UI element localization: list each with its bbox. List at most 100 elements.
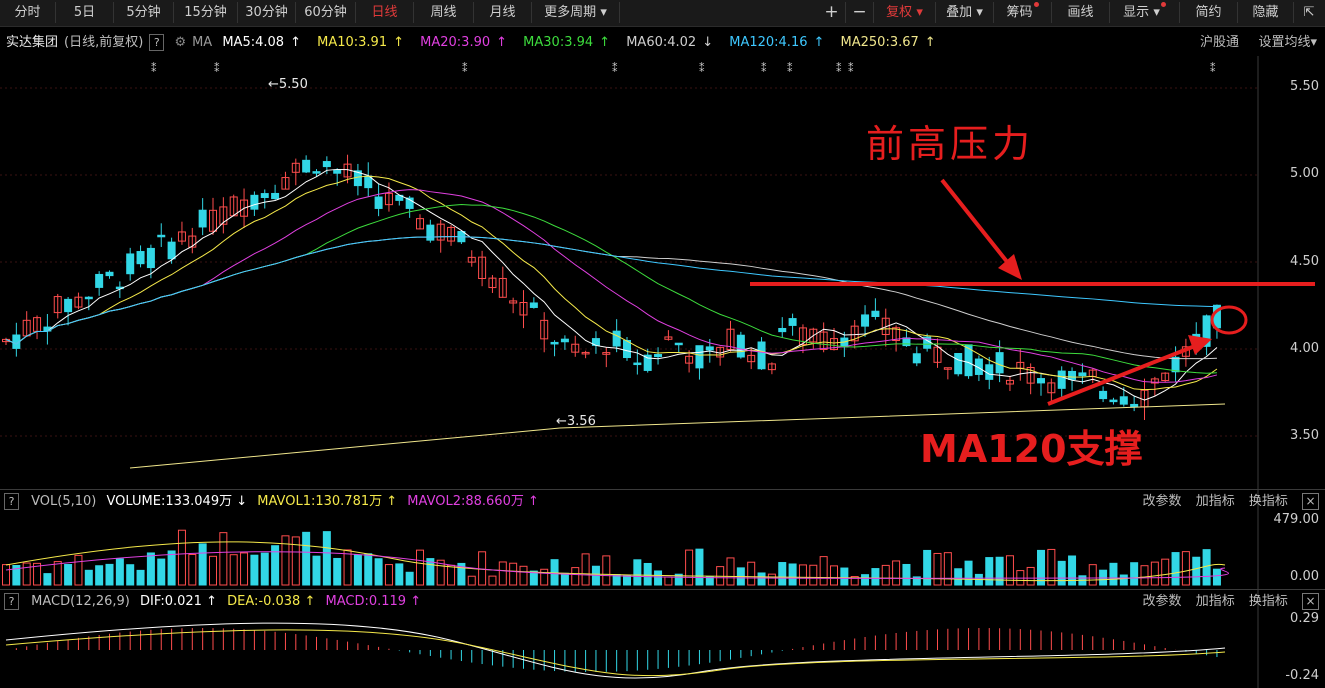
volume-bar — [1037, 549, 1045, 586]
adjust-label: 复权 — [886, 5, 913, 20]
collapse-icon[interactable]: ⇱ — [1303, 5, 1315, 20]
candle-body — [747, 354, 756, 363]
period-toolbar: 分时 5日 5分钟 15分钟 30分钟 60分钟 日线 周线 月线 更多周期 ▾… — [0, 0, 1325, 27]
volume-bar — [881, 564, 890, 586]
event-marker-icon: ⁑ — [462, 62, 468, 75]
change-params-button[interactable]: 改参数 — [1142, 594, 1182, 609]
macd-tick: 0.29 — [1290, 611, 1319, 626]
overlay-dropdown[interactable]: 叠加 ▾ — [936, 2, 994, 23]
candle-body — [612, 330, 621, 347]
arrow-head-icon — [998, 254, 1022, 280]
candle-body — [478, 256, 487, 280]
volume-bar — [1109, 562, 1118, 586]
switch-indicator-button[interactable]: 换指标 — [1248, 594, 1288, 609]
dif-line — [5, 622, 1226, 679]
volume-bar — [177, 529, 186, 586]
volume-bar — [964, 560, 973, 586]
overlay-label: 叠加 — [946, 5, 973, 20]
tab-5day[interactable]: 5日 — [56, 2, 114, 23]
volume-bar — [384, 564, 393, 586]
close-icon[interactable]: × — [1302, 493, 1319, 510]
resistance-arrow — [940, 178, 1014, 270]
tab-60min[interactable]: 60分钟 — [296, 2, 356, 23]
simple-button[interactable]: 简约 — [1180, 2, 1238, 23]
hide-button[interactable]: 隐藏 — [1238, 2, 1294, 23]
candle-body — [260, 193, 269, 198]
chart-mode: (日线,前复权) — [64, 35, 144, 50]
ma120-value: MA120:4.16 ↑ — [729, 35, 825, 50]
draw-button[interactable]: 画线 — [1052, 2, 1110, 23]
close-icon[interactable]: × — [1302, 593, 1319, 610]
zoom-out-button[interactable]: − — [846, 2, 874, 23]
switch-indicator-button[interactable]: 换指标 — [1248, 494, 1288, 509]
volume-bar — [809, 564, 818, 586]
candle-body — [674, 342, 683, 346]
candle-body — [695, 345, 704, 369]
volume-bar — [1005, 555, 1014, 586]
candle-body — [881, 317, 890, 336]
candle-body — [374, 196, 383, 209]
help-icon[interactable]: ? — [149, 34, 165, 51]
candle-body — [1005, 379, 1014, 385]
adjust-dropdown[interactable]: 复权 ▾ — [874, 2, 936, 23]
more-periods-dropdown[interactable]: 更多周期 ▾ — [532, 2, 620, 23]
ma120-line — [5, 236, 1217, 345]
tab-intraday[interactable]: 分时 — [0, 2, 56, 23]
tab-monthly[interactable]: 月线 — [474, 2, 532, 23]
tab-weekly[interactable]: 周线 — [414, 2, 474, 23]
display-dropdown[interactable]: 显示 ▾ — [1110, 2, 1180, 23]
candle-body — [736, 334, 745, 358]
mavol1-line — [5, 541, 1226, 582]
more-periods-label: 更多周期 — [544, 5, 597, 20]
volume-bar — [488, 575, 497, 586]
volume-bar — [664, 576, 673, 586]
low-price-label: ←3.56 — [556, 414, 596, 429]
tab-daily[interactable]: 日线 — [356, 2, 414, 23]
candle-body — [105, 271, 114, 277]
ma250-line — [129, 403, 1226, 469]
volume-bar — [426, 558, 435, 586]
chip-button[interactable]: 筹码 — [994, 2, 1052, 23]
volume-info-bar: ? VOL(5,10) VOLUME:133.049万 ↓ MAVOL1:130… — [0, 492, 539, 512]
ma-settings-dropdown[interactable]: 设置均线▾ — [1258, 27, 1317, 59]
candle-body — [384, 192, 393, 206]
ma-info-bar: 实达集团 (日线,前复权)? ⚙ MA MA5:4.08 ↑ MA10:3.91 ↑ M… — [0, 27, 1325, 57]
candle-body — [281, 177, 290, 190]
event-marker-icon: ⁑ — [612, 62, 618, 75]
gear-icon[interactable]: ⚙ — [174, 35, 187, 50]
volume-bar — [623, 575, 631, 586]
tab-15min[interactable]: 15分钟 — [174, 2, 238, 23]
volume-bar — [374, 558, 383, 586]
volume-bar — [716, 566, 725, 586]
volume-bar — [84, 569, 93, 586]
candle-body — [498, 277, 507, 298]
volume-bar — [43, 573, 52, 586]
volume-bar — [240, 552, 249, 586]
add-indicator-button[interactable]: 加指标 — [1195, 594, 1235, 609]
tab-30min[interactable]: 30分钟 — [238, 2, 296, 23]
volume-bar — [250, 554, 259, 586]
volume-bar — [229, 554, 238, 586]
candle-body — [654, 354, 663, 358]
candle-body — [1119, 396, 1128, 405]
help-icon[interactable]: ? — [4, 493, 19, 510]
hk-connect-link[interactable]: 沪股通 — [1199, 35, 1239, 50]
volume-bar — [1150, 561, 1159, 586]
volume-bar — [560, 572, 569, 586]
volume-bar — [519, 565, 528, 586]
add-indicator-button[interactable]: 加指标 — [1195, 494, 1235, 509]
volume-bar — [767, 573, 776, 586]
tab-5min[interactable]: 5分钟 — [114, 2, 174, 23]
candle-body — [995, 352, 1004, 374]
volume-bar — [540, 568, 549, 586]
help-icon[interactable]: ? — [4, 593, 19, 610]
change-params-button[interactable]: 改参数 — [1142, 494, 1182, 509]
volume-bar — [157, 558, 166, 586]
event-marker-icon: ⁑ — [848, 62, 854, 75]
chevron-down-icon: ▾ — [976, 5, 983, 20]
zoom-in-button[interactable]: + — [818, 2, 846, 23]
volume-bar — [416, 549, 424, 586]
volume-bar — [188, 553, 197, 586]
volume-bar — [115, 558, 124, 586]
